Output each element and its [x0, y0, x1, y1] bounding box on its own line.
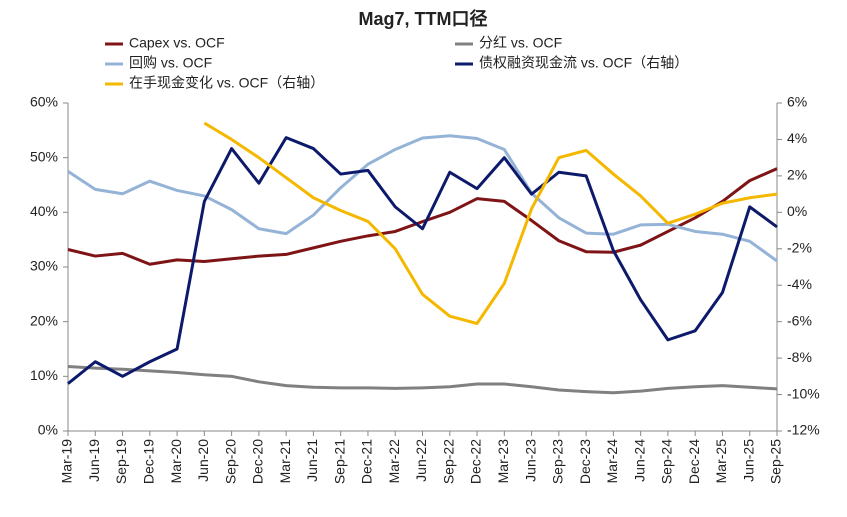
x-tick-label: Jun-24 — [631, 439, 647, 482]
x-tick-label: Mar-24 — [604, 439, 620, 484]
x-tick-label: Mar-22 — [386, 439, 402, 484]
y2-tick-label: 4% — [787, 130, 807, 146]
x-tick-label: Jun-21 — [304, 439, 320, 482]
x-tick-label: Jun-22 — [413, 439, 429, 482]
x-tick-label: Dec-21 — [359, 439, 375, 484]
y-tick-label: 20% — [30, 312, 58, 328]
y-tick-label: 60% — [30, 94, 58, 110]
x-tick-label: Mar-23 — [495, 439, 511, 484]
x-tick-label: Jun-23 — [522, 439, 538, 482]
y-tick-label: 50% — [30, 148, 58, 164]
legend-label: 回购 vs. OCF — [129, 55, 212, 71]
y2-tick-label: -12% — [787, 422, 820, 438]
x-tick-label: Sep-21 — [331, 439, 347, 484]
chart-title: Mag7, TTM口径 — [359, 8, 488, 29]
x-tick-label: Dec-20 — [250, 439, 266, 484]
y2-tick-label: -10% — [787, 385, 820, 401]
x-tick-label: Jun-19 — [86, 439, 102, 482]
y-tick-label: 10% — [30, 367, 58, 383]
series-line — [67, 136, 778, 385]
x-tick-label: Mar-20 — [168, 439, 184, 484]
x-tick-label: Dec-24 — [686, 439, 702, 484]
y-tick-label: 30% — [30, 258, 58, 274]
legend-label: 分红 vs. OCF — [479, 35, 562, 51]
x-tick-label: Dec-23 — [577, 439, 593, 484]
x-tick-label: Sep-23 — [550, 439, 566, 484]
x-tick-label: Sep-25 — [768, 439, 784, 484]
x-tick-label: Mar-21 — [277, 439, 293, 484]
x-tick-label: Sep-22 — [440, 439, 456, 484]
y2-tick-label: -8% — [787, 349, 812, 365]
y2-tick-label: -4% — [787, 276, 812, 292]
series-line — [67, 167, 778, 266]
y2-tick-label: 0% — [787, 203, 807, 219]
x-tick-label: Jun-20 — [195, 439, 211, 482]
y-tick-label: 0% — [38, 422, 58, 438]
legend-label: 债权融资现金流 vs. OCF（右轴） — [479, 55, 688, 71]
series-line — [67, 364, 778, 395]
y2-tick-label: -2% — [787, 239, 812, 255]
x-tick-label: Sep-20 — [222, 439, 238, 484]
series-line — [203, 121, 778, 325]
y2-tick-label: 6% — [787, 94, 807, 110]
legend-label: Capex vs. OCF — [129, 35, 225, 51]
series-line — [67, 134, 778, 263]
y-tick-label: 40% — [30, 203, 58, 219]
x-tick-label: Mar-25 — [713, 439, 729, 484]
x-tick-label: Sep-24 — [659, 439, 675, 484]
x-tick-label: Mar-19 — [59, 439, 75, 484]
x-tick-label: Dec-19 — [141, 439, 157, 484]
x-tick-label: Dec-22 — [468, 439, 484, 484]
x-tick-label: Jun-25 — [740, 439, 756, 482]
x-tick-label: Sep-19 — [113, 439, 129, 484]
legend-label: 在手现金变化 vs. OCF（右轴） — [129, 75, 324, 91]
y2-tick-label: 2% — [787, 167, 807, 183]
y2-tick-label: -6% — [787, 312, 812, 328]
